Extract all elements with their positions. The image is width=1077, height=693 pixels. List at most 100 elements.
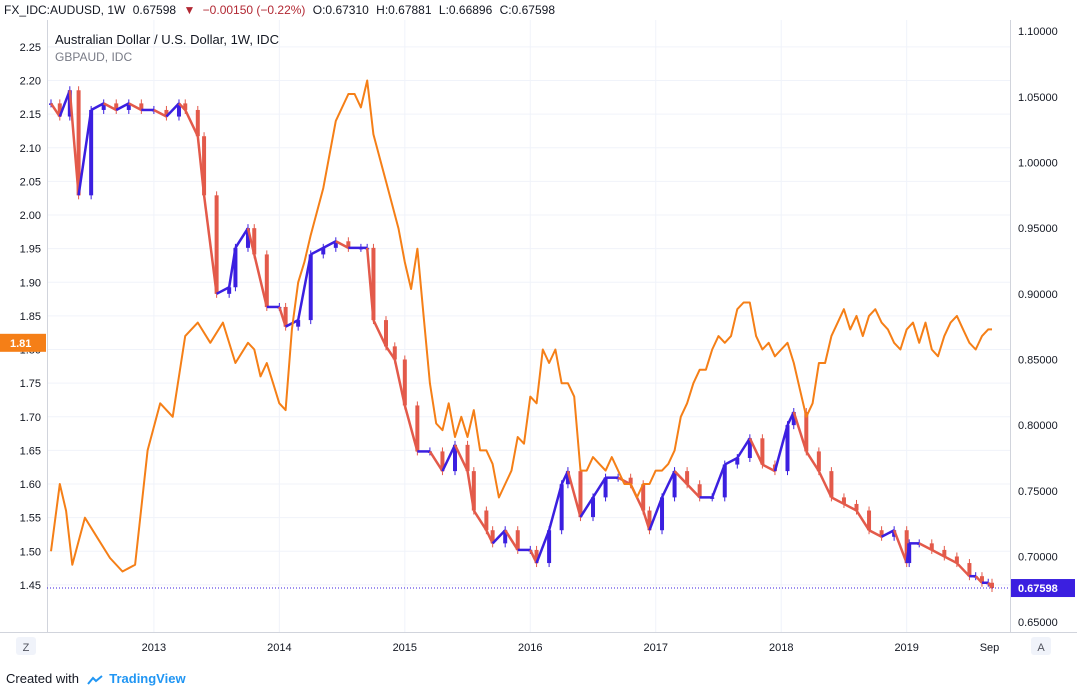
candle-body [867,510,872,531]
candle-trend [830,496,845,506]
candle-trend [153,108,168,118]
candle-body [503,530,508,544]
candle-trend [761,463,776,473]
candle-body [904,530,909,564]
symbol-label[interactable]: FX_IDC:AUDUSD, 1W [4,3,126,17]
left-tick-label: 1.50 [20,546,41,558]
right-tick-label: 0.85000 [1018,354,1058,366]
left-tick-label: 2.25 [20,42,41,54]
candle-body [747,438,752,458]
left-tick-label: 2.05 [20,176,41,188]
candle-trend [711,464,726,498]
right-axis-ticks: 0.65000 0.70000 0.75000 0.80000 0.85000 0.900… [1018,26,1058,629]
candle-trend [648,496,664,531]
left-axis-ticks: 1.451.501.551.601.651.701.751.801.851.90… [20,42,41,592]
right-tick-label: 0.75000 [1018,486,1058,498]
candle-trend [905,543,911,564]
candle-body [195,109,200,137]
candle-body [967,563,972,577]
candle-trend [918,542,933,552]
candle-trend [253,254,269,308]
series [49,79,994,593]
zoom-button[interactable]: Z [16,637,36,655]
candle-trend [310,246,324,256]
left-tick-label: 1.60 [20,479,41,491]
candle-trend [579,496,595,518]
candle-body [440,451,445,472]
candle-body [685,471,690,485]
candle-trend [90,102,105,112]
left-tick-label: 1.65 [20,445,41,457]
right-tick-label: 0.90000 [1018,289,1058,301]
candle-body [929,543,934,550]
auto-scale-button[interactable]: A [1031,637,1051,655]
candle-trend [453,444,469,472]
down-arrow-icon: ▼ [183,3,196,17]
candle-body [57,103,62,117]
auto-scale-button-label: A [1037,642,1045,654]
candle-body [402,359,407,406]
close-value: C:0.67598 [499,3,556,17]
candle-body [515,530,520,550]
time-tick-label: 2016 [518,642,542,654]
candle-body [214,195,219,294]
candle-body [453,444,458,472]
candle-trend [673,470,689,486]
candle-trend [196,136,206,196]
candle-body [547,530,552,564]
candle-trend [393,359,407,406]
candle-body [760,438,765,465]
candle-body [841,497,846,504]
chart-legend-overlay: GBPAUD, IDC [55,50,132,64]
candle-trend [535,529,551,564]
price-chart[interactable]: 1.451.501.551.601.651.701.751.801.851.90… [0,0,1077,664]
right-tick-label: 0.80000 [1018,420,1058,432]
candle-trend [372,319,388,347]
candle-trend [384,345,396,361]
candle-body [942,549,947,557]
candle-body [164,109,169,117]
candle-trend [322,240,337,249]
right-price-tag-label: 0.67598 [1018,583,1058,595]
time-tick-label: 2013 [142,642,166,654]
candle-body [490,530,495,544]
candle-trend [786,411,795,426]
left-tick-label: 1.55 [20,513,41,525]
candle-trend [165,102,180,118]
candle-trend [736,437,751,459]
candle-body [647,510,652,531]
candle-trend [560,470,570,485]
candle-trend [504,529,519,551]
left-tick-label: 1.45 [20,580,41,592]
candle-body [101,103,106,110]
candle-trend [58,89,71,117]
candle-body [603,477,608,498]
candle-trend [403,405,419,452]
time-tick-label: 2019 [894,642,918,654]
time-axis-ticks: 2013 2014 2015 2016 2017 2018 2019 Sep [142,642,1000,654]
candle-trend [566,470,582,518]
left-tick-label: 2.20 [20,76,41,88]
candle-trend [817,470,833,498]
open-value: O:0.67310 [312,3,369,17]
candle-trend [441,444,457,472]
candle-body [89,109,94,196]
candle-body [76,90,81,196]
candle-trend [472,509,488,531]
candle-body [559,484,564,531]
time-tick-label: Sep [980,642,1000,654]
candle-trend [365,247,375,321]
candle-trend [931,548,945,558]
high-value: H:0.67881 [376,3,432,17]
left-tick-label: 1.85 [20,311,41,323]
candle-trend [491,529,507,545]
tradingview-link[interactable]: TradingView [109,671,186,686]
candle-body [785,425,790,472]
candle-trend [466,470,476,511]
candle-trend [642,510,651,531]
candle-trend [660,470,676,498]
left-tick-label: 1.90 [20,277,41,289]
candle-trend [227,247,237,288]
left-tick-label: 2.15 [20,109,41,121]
candle-body [735,457,740,465]
